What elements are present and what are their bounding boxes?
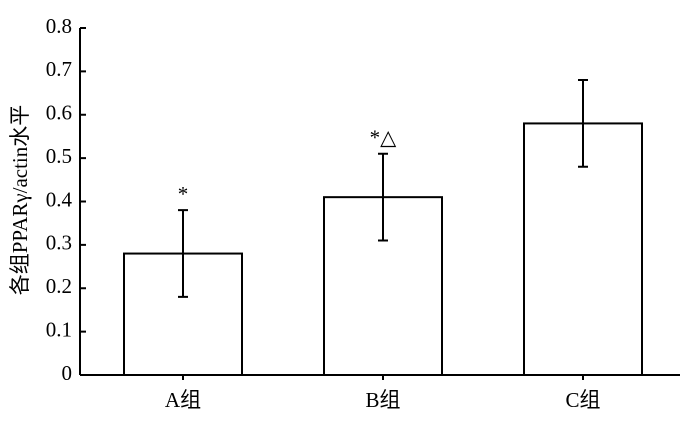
- y-tick-label: 0.6: [46, 101, 72, 125]
- x-tick-label: A组: [165, 388, 201, 412]
- error-bar: [378, 152, 388, 242]
- annotation: *: [178, 182, 189, 206]
- y-axis-label: 各组PPARγ/actin水平: [8, 105, 32, 296]
- y-tick-label: 0.5: [46, 144, 72, 168]
- y-tick-label: 0: [62, 361, 73, 385]
- y-tick-label: 0.2: [46, 274, 72, 298]
- annotation: *△: [370, 126, 398, 150]
- y-tick-label: 0.4: [46, 187, 73, 211]
- error-bar: [178, 209, 188, 298]
- y-tick-label: 0.3: [46, 231, 72, 255]
- y-tick-label: 0.8: [46, 14, 72, 38]
- x-tick-label: B组: [365, 388, 400, 412]
- x-tick-label: C组: [565, 388, 600, 412]
- error-bar: [578, 79, 588, 168]
- y-tick-label: 0.1: [46, 317, 72, 341]
- y-tick-label: 0.7: [46, 57, 72, 81]
